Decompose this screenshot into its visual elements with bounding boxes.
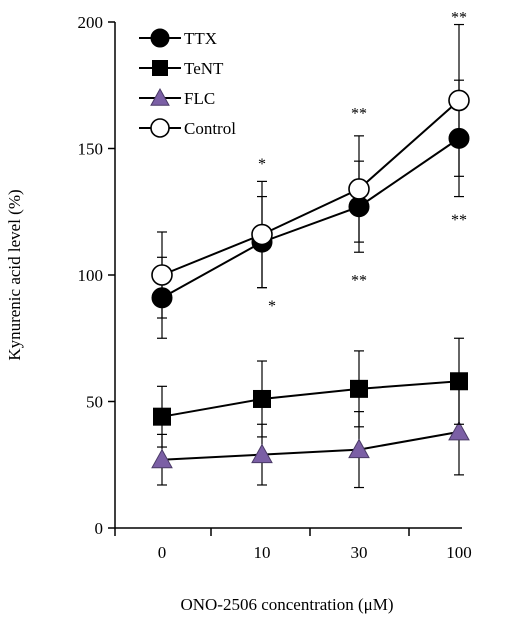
y-tick-label: 200 xyxy=(78,13,104,32)
x-tick-label: 100 xyxy=(446,543,472,562)
x-axis-title: ONO-2506 concentration (μM) xyxy=(180,595,393,614)
significance-marker: ** xyxy=(451,9,467,26)
significance-annotations: ********** xyxy=(258,9,467,314)
data-point xyxy=(348,178,370,200)
x-tick-label: 0 xyxy=(158,543,167,562)
series-line xyxy=(161,430,460,461)
significance-marker: ** xyxy=(351,106,367,123)
y-tick-label: 50 xyxy=(86,393,103,412)
data-point xyxy=(253,389,271,408)
legend-item-tent: TeNT xyxy=(139,59,224,78)
legend-item-ttx: TTX xyxy=(139,28,217,48)
data-point xyxy=(251,223,273,246)
significance-marker: ** xyxy=(451,212,467,229)
legend: TTX TeNT FLC Control xyxy=(139,28,236,138)
series-line xyxy=(161,99,460,276)
legend-label: FLC xyxy=(184,89,215,108)
x-tick-label: 30 xyxy=(351,543,368,562)
series-layer xyxy=(151,23,470,489)
significance-marker: * xyxy=(268,298,276,315)
series-tent xyxy=(153,337,468,448)
legend-marker xyxy=(152,60,168,76)
significance-marker: * xyxy=(258,156,266,173)
y-axis-title: Kynurenic acid level (%) xyxy=(5,189,24,360)
series-flc xyxy=(151,388,470,489)
data-point xyxy=(151,448,173,469)
series-control xyxy=(151,23,470,319)
data-point xyxy=(251,443,273,464)
legend-marker xyxy=(150,28,170,48)
series-line xyxy=(161,380,460,418)
legend-item-flc: FLC xyxy=(139,87,215,108)
data-point xyxy=(348,438,370,459)
legend-item-control: Control xyxy=(139,118,236,138)
axes: 0 50 100 150 200 0 10 30 100 xyxy=(78,13,472,562)
data-point xyxy=(448,89,470,112)
data-point xyxy=(450,372,468,391)
legend-marker xyxy=(150,118,170,138)
legend-label: TTX xyxy=(184,29,217,48)
data-point xyxy=(151,264,173,286)
data-point xyxy=(153,407,171,426)
data-point xyxy=(448,420,470,441)
y-tick-label: 0 xyxy=(95,519,104,538)
legend-label: Control xyxy=(184,119,236,138)
y-tick-label: 100 xyxy=(78,266,104,285)
y-tick-label: 150 xyxy=(78,140,104,159)
data-point xyxy=(350,379,368,398)
series-line xyxy=(161,137,460,299)
legend-marker xyxy=(150,87,170,106)
x-tick-label: 10 xyxy=(254,543,271,562)
legend-label: TeNT xyxy=(184,59,224,78)
significance-marker: ** xyxy=(351,273,367,290)
